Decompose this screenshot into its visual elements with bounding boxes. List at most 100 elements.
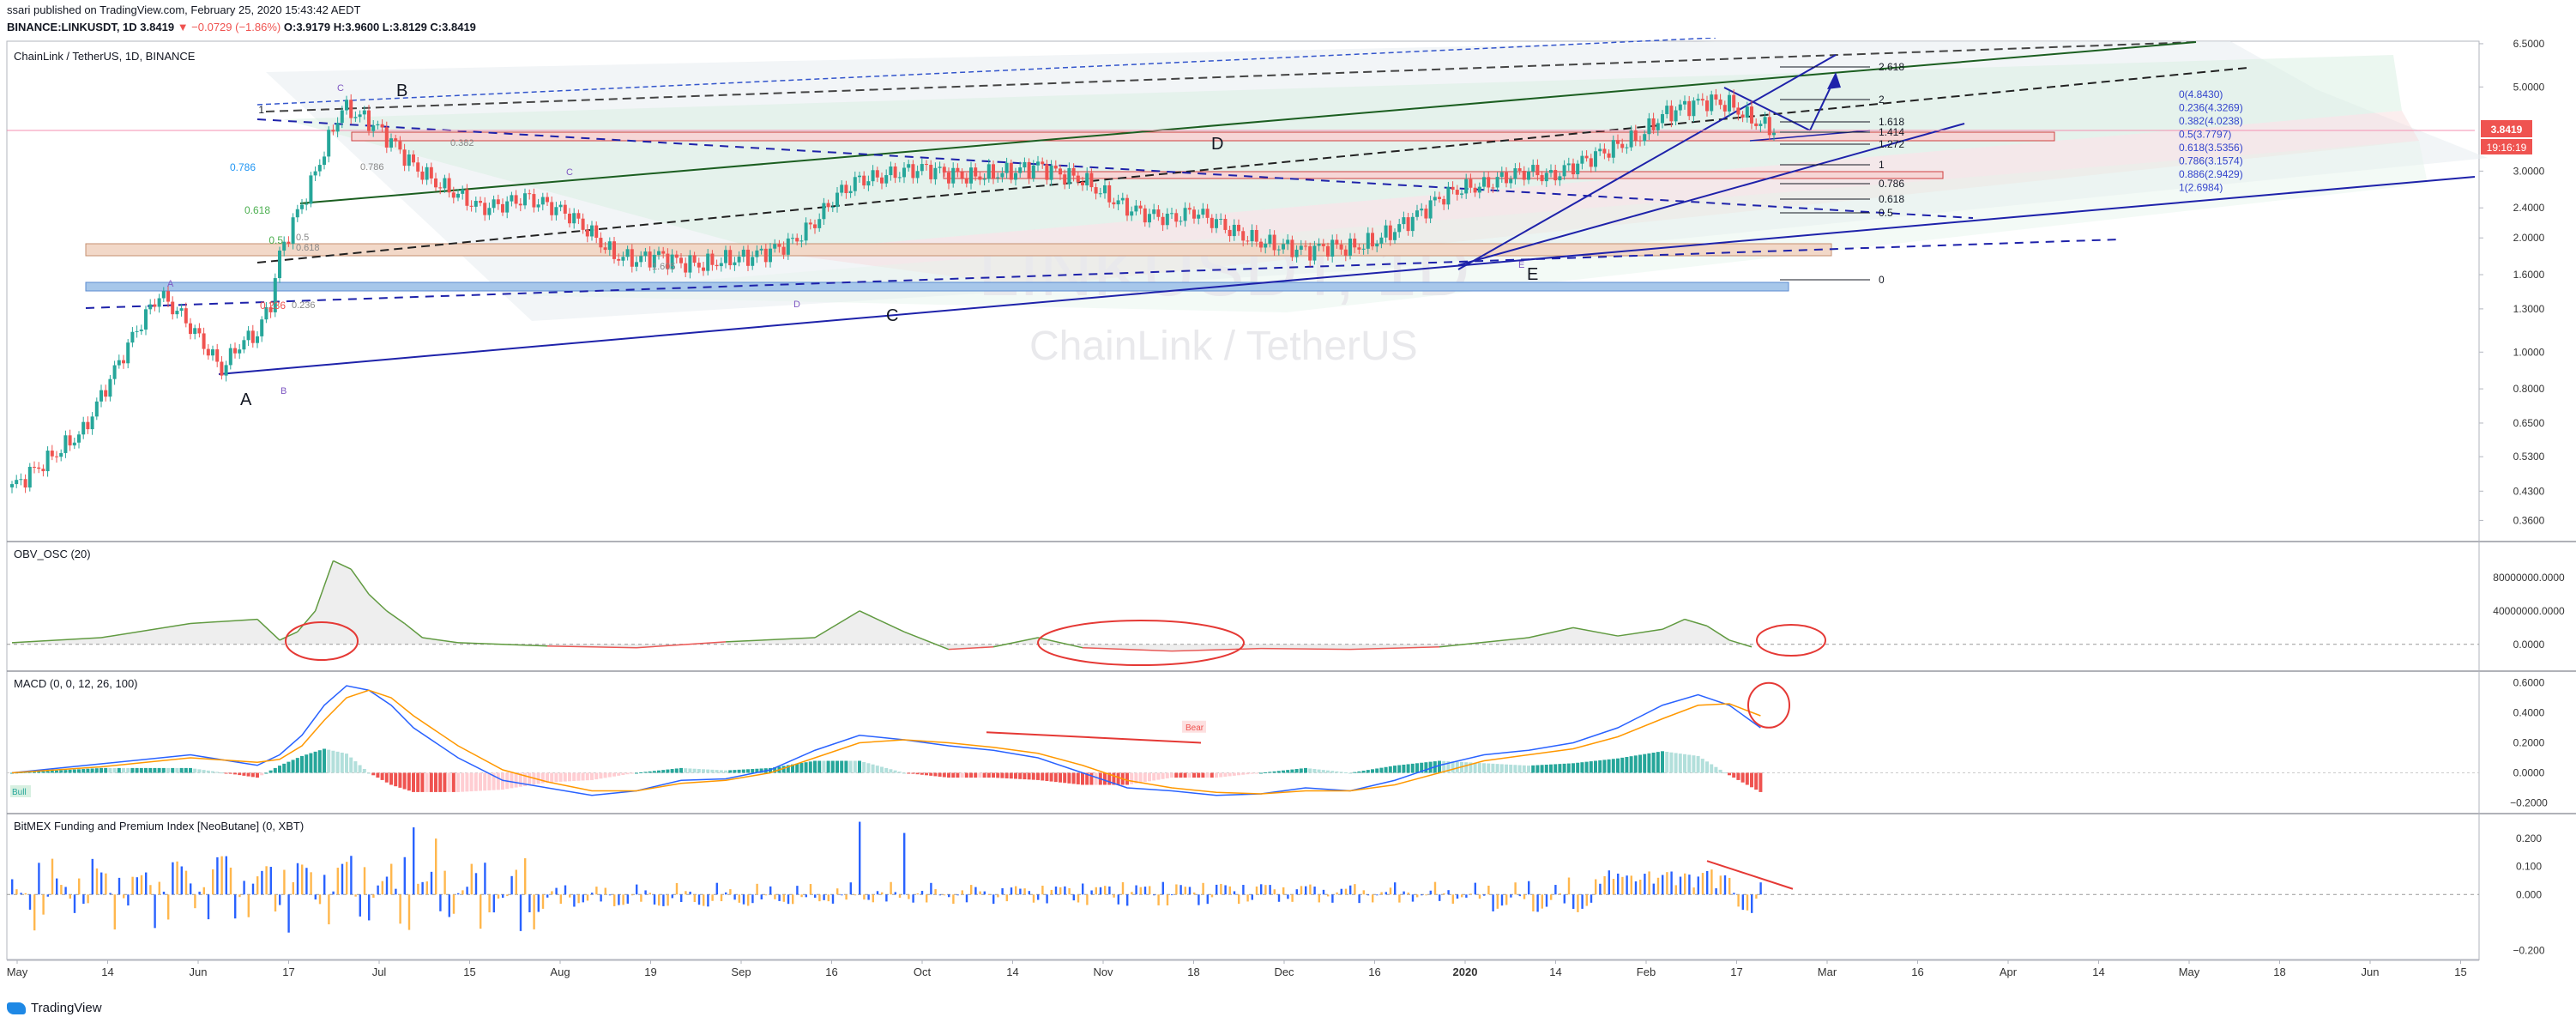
candle-body	[353, 117, 358, 118]
candle-body	[161, 291, 166, 299]
funding-bar	[1224, 885, 1227, 895]
funding-bar	[56, 878, 58, 895]
macd-hist-bar	[1397, 765, 1402, 773]
funding-bar	[1157, 894, 1160, 905]
macd-hist-bar	[1406, 764, 1410, 773]
funding-bar	[1567, 877, 1571, 895]
candle-body	[813, 224, 817, 228]
macd-hist-bar	[1014, 772, 1017, 779]
funding-bar	[1670, 871, 1673, 895]
macd-hist-bar	[1210, 772, 1214, 778]
funding-bar	[1737, 894, 1740, 907]
candle-body	[1286, 239, 1290, 245]
macd-hist-bar	[866, 763, 871, 773]
candle-body	[1276, 249, 1281, 251]
time-tick-label: Jul	[372, 965, 387, 978]
macd-hist-bar	[94, 768, 99, 773]
funding-bar	[898, 894, 902, 899]
macd-hist-bar	[398, 772, 402, 788]
macd-hist-bar	[1343, 772, 1348, 773]
funding-bar	[1277, 894, 1281, 902]
funding-bar	[715, 882, 718, 895]
candle-body	[1272, 234, 1276, 251]
macd-hist-bar	[153, 767, 157, 773]
macd-hist-bar	[830, 760, 835, 773]
macd-hist-bar	[523, 772, 527, 786]
candle-body	[479, 201, 482, 203]
obv-segment	[100, 622, 191, 639]
price-tick-label: 1.0000	[2513, 346, 2545, 358]
candle-body	[335, 123, 340, 132]
funding-bar	[814, 894, 817, 899]
candle-body	[1495, 177, 1499, 188]
macd-hist-bar	[166, 767, 170, 773]
funding-bar	[1639, 880, 1642, 895]
candle-body	[37, 467, 41, 469]
funding-tick-label: 0.100	[2516, 861, 2542, 873]
macd-hist-bar	[724, 770, 727, 773]
macd-hist-bar	[117, 767, 121, 773]
candle-body	[1361, 248, 1366, 250]
candle-body	[755, 250, 759, 257]
macd-hist-bar	[1067, 772, 1071, 784]
macd-hist-bar	[1499, 764, 1504, 773]
candle-body	[710, 253, 715, 265]
funding-bar	[519, 894, 522, 931]
candle-body	[759, 248, 763, 251]
candle-body	[795, 238, 799, 242]
funding-bar	[256, 876, 259, 895]
macd-tick-label: 0.0000	[2513, 767, 2545, 779]
candle-body	[1710, 94, 1714, 112]
candle-body	[688, 255, 692, 273]
candle-body	[1379, 237, 1384, 244]
funding-bar	[577, 894, 580, 904]
macd-hist-bar	[1348, 772, 1352, 774]
chart-area[interactable]: LINKUSDT, 1D ChainLink / TetherUS 1 0.786 0.…	[0, 38, 2576, 994]
last-price-tag-text: 3.8419	[2491, 124, 2523, 136]
funding-bar	[167, 894, 170, 920]
funding-bar	[470, 863, 473, 895]
macd-hist-bar	[746, 769, 750, 773]
macd-hist-bar	[256, 772, 259, 778]
funding-bar	[407, 894, 411, 930]
funding-bar	[234, 894, 237, 919]
macd-hist-bar	[674, 768, 679, 773]
macd-hist-bar	[1138, 772, 1143, 783]
macd-hist-bar	[791, 764, 794, 773]
funding-bar	[506, 894, 509, 897]
macd-hist-bar	[434, 772, 437, 792]
candle-body	[836, 192, 839, 208]
funding-bar	[1282, 887, 1285, 895]
candle-body	[576, 213, 581, 219]
macd-hist-bar	[1424, 762, 1428, 773]
tradingview-logo[interactable]: TradingView	[7, 1001, 102, 1015]
candle-body	[425, 166, 429, 180]
funding-bar	[792, 894, 794, 905]
funding-bar	[1523, 894, 1526, 899]
candle-body	[563, 204, 567, 214]
funding-bar	[1242, 885, 1245, 895]
funding-bar	[225, 856, 227, 895]
funding-bar	[1621, 876, 1624, 895]
candle-body	[1161, 216, 1165, 226]
macd-hist-bar	[139, 767, 143, 773]
obv-segment	[386, 610, 406, 625]
candle-body	[438, 187, 443, 189]
candle-body	[345, 100, 348, 111]
funding-bar	[1634, 881, 1638, 895]
obv-segment	[1706, 625, 1730, 641]
candle-body	[1544, 173, 1548, 182]
candle-body	[1120, 197, 1125, 201]
macd-hist-bar	[1700, 759, 1704, 773]
macd-hist-bar	[1674, 753, 1678, 773]
funding-bar	[1202, 882, 1204, 895]
macd-hist-bar	[920, 772, 924, 775]
macd-hist-bar	[1103, 772, 1107, 785]
macd-hist-bar	[1728, 772, 1731, 776]
macd-hist-bar	[938, 772, 942, 777]
macd-hist-bar	[104, 767, 108, 773]
funding-bar	[1041, 886, 1044, 895]
candle-body	[1732, 94, 1736, 108]
obv-tick-label: 0.0000	[2513, 639, 2545, 651]
funding-bar	[346, 862, 348, 895]
